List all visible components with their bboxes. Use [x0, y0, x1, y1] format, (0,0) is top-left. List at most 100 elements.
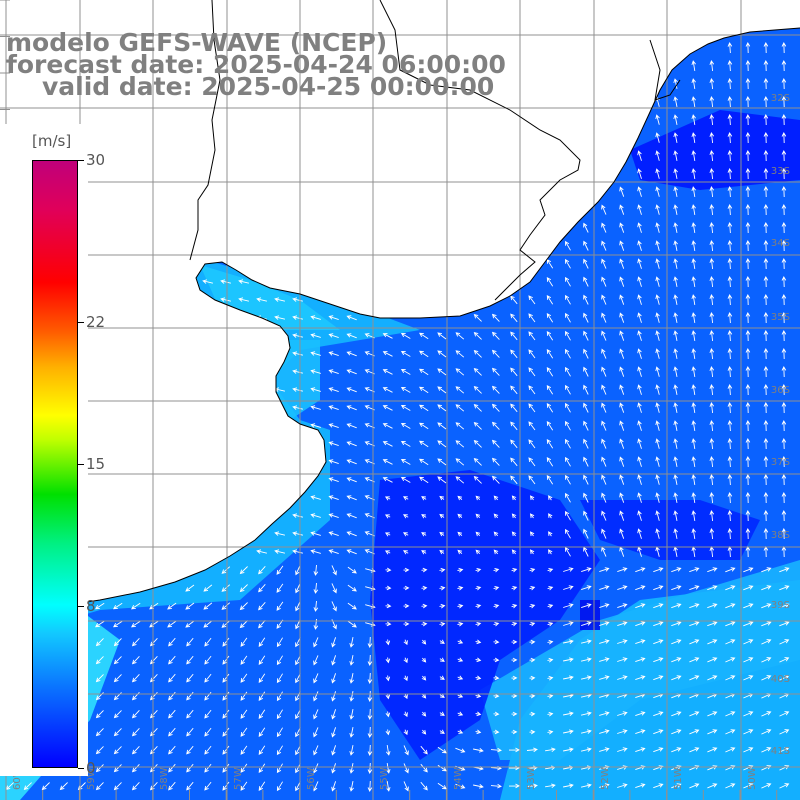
wind-arrow — [457, 603, 464, 609]
wind-arrow — [745, 366, 751, 378]
wind-arrow — [403, 763, 409, 774]
wind-arrow — [385, 781, 391, 792]
wind-arrow — [725, 711, 736, 717]
wind-arrow — [292, 405, 304, 410]
wind-arrow — [382, 405, 393, 411]
wind-arrow — [617, 675, 628, 680]
wind-arrow — [457, 567, 464, 573]
wind-arrow — [691, 222, 696, 233]
wind-arrow — [691, 348, 696, 359]
wind-arrow — [421, 657, 427, 663]
wind-arrow — [400, 387, 411, 393]
wind-arrow — [258, 727, 266, 737]
wind-arrow — [637, 384, 642, 395]
wind-arrow — [186, 745, 194, 755]
wind-arrow — [781, 276, 787, 288]
wind-arrow — [421, 711, 427, 717]
wind-arrow — [563, 657, 574, 662]
wind-arrow — [421, 567, 428, 573]
wind-arrow — [347, 566, 357, 574]
wind-arrow — [367, 726, 373, 738]
wind-arrow — [691, 384, 696, 395]
wind-arrow — [475, 549, 481, 555]
wind-arrow — [671, 675, 682, 681]
wind-arrow — [673, 438, 678, 449]
wind-arrow — [637, 312, 642, 323]
wind-arrow — [635, 603, 646, 609]
wind-arrow — [258, 566, 266, 575]
wind-arrow — [727, 186, 733, 198]
wind-arrow — [238, 297, 250, 302]
wind-arrow — [601, 492, 607, 503]
wind-arrow — [745, 294, 751, 306]
wind-arrow — [403, 729, 408, 736]
wind-arrow — [400, 369, 411, 375]
wind-arrow — [727, 60, 733, 72]
wind-arrow — [367, 672, 373, 684]
wind-arrow — [510, 421, 518, 431]
wind-arrow — [779, 747, 790, 753]
wind-arrow — [583, 222, 589, 233]
wind-arrow — [617, 567, 628, 573]
wind-arrow — [382, 441, 393, 447]
wind-arrow — [673, 420, 678, 431]
wind-arrow — [691, 258, 696, 269]
wind-arrow — [475, 603, 482, 609]
wind-arrow — [113, 674, 122, 683]
wind-arrow — [346, 333, 357, 339]
wind-arrow — [745, 312, 751, 324]
wind-arrow — [437, 440, 447, 448]
wind-arrow — [781, 348, 787, 360]
wind-arrow — [95, 710, 104, 719]
wind-arrow — [493, 567, 500, 573]
wind-arrow — [258, 691, 266, 701]
wind-arrow — [547, 604, 554, 609]
wind-arrow — [565, 384, 571, 395]
speed-patch — [580, 600, 600, 630]
wind-arrow — [510, 295, 518, 305]
wind-arrow — [761, 639, 772, 645]
wind-arrow — [745, 186, 751, 198]
wind-arrow — [168, 745, 176, 755]
wind-arrow — [529, 513, 535, 519]
wind-arrow — [222, 655, 230, 665]
wind-arrow — [475, 639, 482, 645]
wind-arrow — [548, 495, 553, 501]
wind-arrow — [400, 333, 411, 339]
wind-arrow — [349, 637, 354, 648]
wind-arrow — [328, 495, 339, 501]
wind-arrow — [601, 366, 607, 377]
wind-arrow — [673, 276, 678, 287]
wind-arrow — [473, 784, 484, 789]
wind-arrow — [437, 368, 447, 376]
wind-arrow — [709, 168, 715, 180]
wind-arrow — [239, 584, 248, 593]
wind-arrow — [475, 711, 482, 717]
wind-arrow — [331, 565, 337, 576]
wind-arrow — [367, 744, 373, 756]
wind-arrow — [240, 745, 248, 755]
wind-arrow — [545, 783, 556, 789]
wind-arrow — [565, 528, 571, 539]
wind-arrow — [619, 348, 625, 359]
wind-arrow — [689, 567, 700, 573]
wind-arrow — [707, 585, 718, 591]
wind-arrow — [437, 746, 447, 754]
wind-arrow — [761, 585, 772, 591]
wind-arrow — [276, 673, 283, 684]
wind-arrow — [276, 745, 283, 756]
wind-arrow — [547, 657, 554, 663]
wind-arrow — [258, 709, 266, 719]
wind-arrow — [457, 495, 463, 501]
wind-arrow — [385, 763, 391, 774]
wind-arrow — [313, 582, 319, 594]
wind-arrow — [310, 369, 321, 374]
wind-arrow — [491, 349, 500, 358]
wind-arrow — [779, 783, 790, 789]
wind-arrow — [457, 657, 464, 662]
wind-arrow — [168, 655, 176, 665]
wind-arrow — [529, 549, 535, 555]
wind-arrow — [635, 639, 646, 645]
wind-arrow — [382, 477, 393, 483]
wind-arrow — [761, 711, 772, 717]
